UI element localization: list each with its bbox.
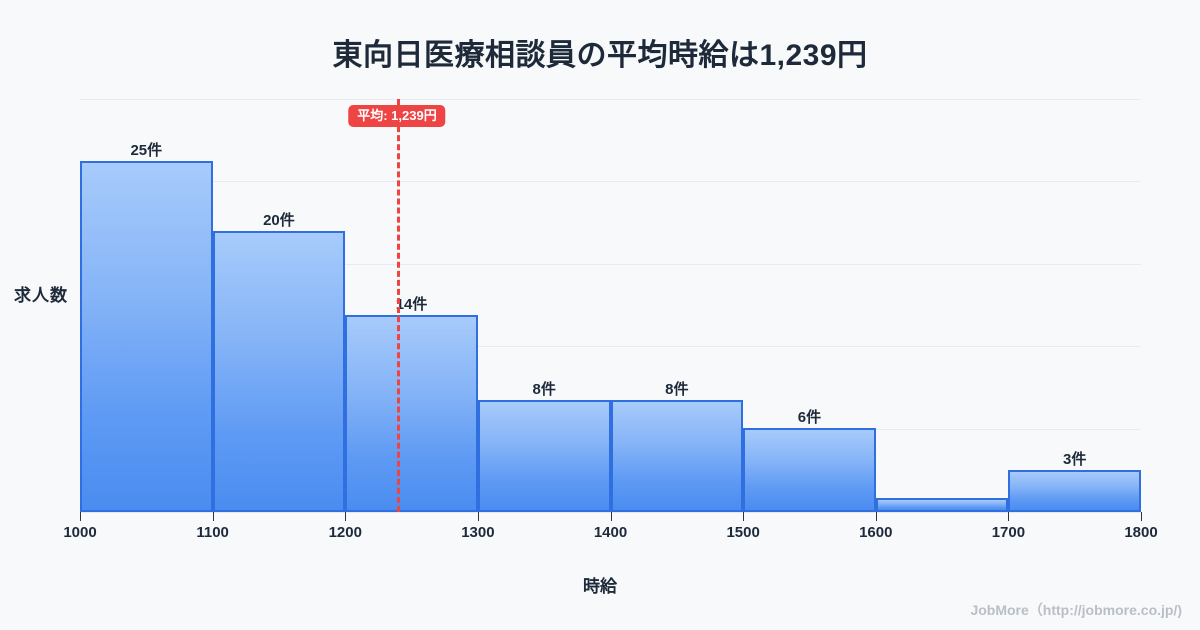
bar-value-label: 14件	[395, 296, 428, 314]
histogram-bar[interactable]	[875, 497, 1009, 512]
bar-value-label: 20件	[263, 212, 295, 230]
histogram-bar[interactable]	[477, 399, 611, 512]
x-axis-tick-label: 1400	[593, 524, 628, 541]
x-axis-tick	[875, 512, 877, 521]
histogram-bar[interactable]	[345, 315, 478, 512]
bar-value-label: 8件	[532, 380, 556, 398]
x-axis-tick	[1141, 512, 1142, 521]
x-axis-tick-label: 1800	[1124, 524, 1158, 541]
x-axis-tick	[212, 512, 214, 521]
x-axis-tick	[80, 512, 81, 521]
histogram-bar[interactable]	[610, 399, 744, 512]
x-axis-tick-label: 1200	[328, 524, 362, 541]
footer-credit: JobMore（http://jobmore.co.jp/)	[970, 602, 1182, 618]
gridline	[80, 181, 1141, 182]
x-axis-tick-label: 1500	[726, 524, 760, 541]
page-title: 東向日医療相談員の平均時給は1,239円	[332, 39, 868, 72]
x-axis-tick-label: 1100	[196, 524, 229, 541]
x-axis-tick	[610, 512, 612, 521]
histogram-bar[interactable]	[1008, 469, 1141, 512]
bar-value-label: 6件	[797, 408, 822, 426]
y-axis-title: 求人数	[14, 286, 68, 305]
x-axis-tick	[1008, 512, 1010, 521]
x-axis-tick	[477, 512, 479, 521]
bar-value-label: 3件	[1063, 450, 1087, 468]
x-axis-tick-label: 1000	[63, 524, 97, 541]
average-badge: 平均: 1,239円	[348, 105, 446, 127]
histogram-bar[interactable]	[743, 427, 876, 512]
x-axis-tick-label: 1600	[859, 524, 893, 541]
x-axis-tick-label: 1700	[991, 524, 1026, 541]
bar-value-label: 25件	[130, 141, 163, 159]
histogram-bar[interactable]	[80, 160, 213, 512]
gridline	[80, 346, 1141, 347]
x-axis-tick	[743, 512, 745, 521]
x-axis-title: 時給	[583, 577, 617, 596]
average-line	[396, 99, 400, 512]
bar-value-label: 8件	[665, 380, 689, 398]
gridline	[80, 99, 1141, 100]
x-axis-tick-label: 1300	[461, 524, 495, 541]
gridline	[80, 264, 1141, 265]
histogram-bar[interactable]	[212, 231, 346, 512]
x-axis-tick	[345, 512, 347, 521]
